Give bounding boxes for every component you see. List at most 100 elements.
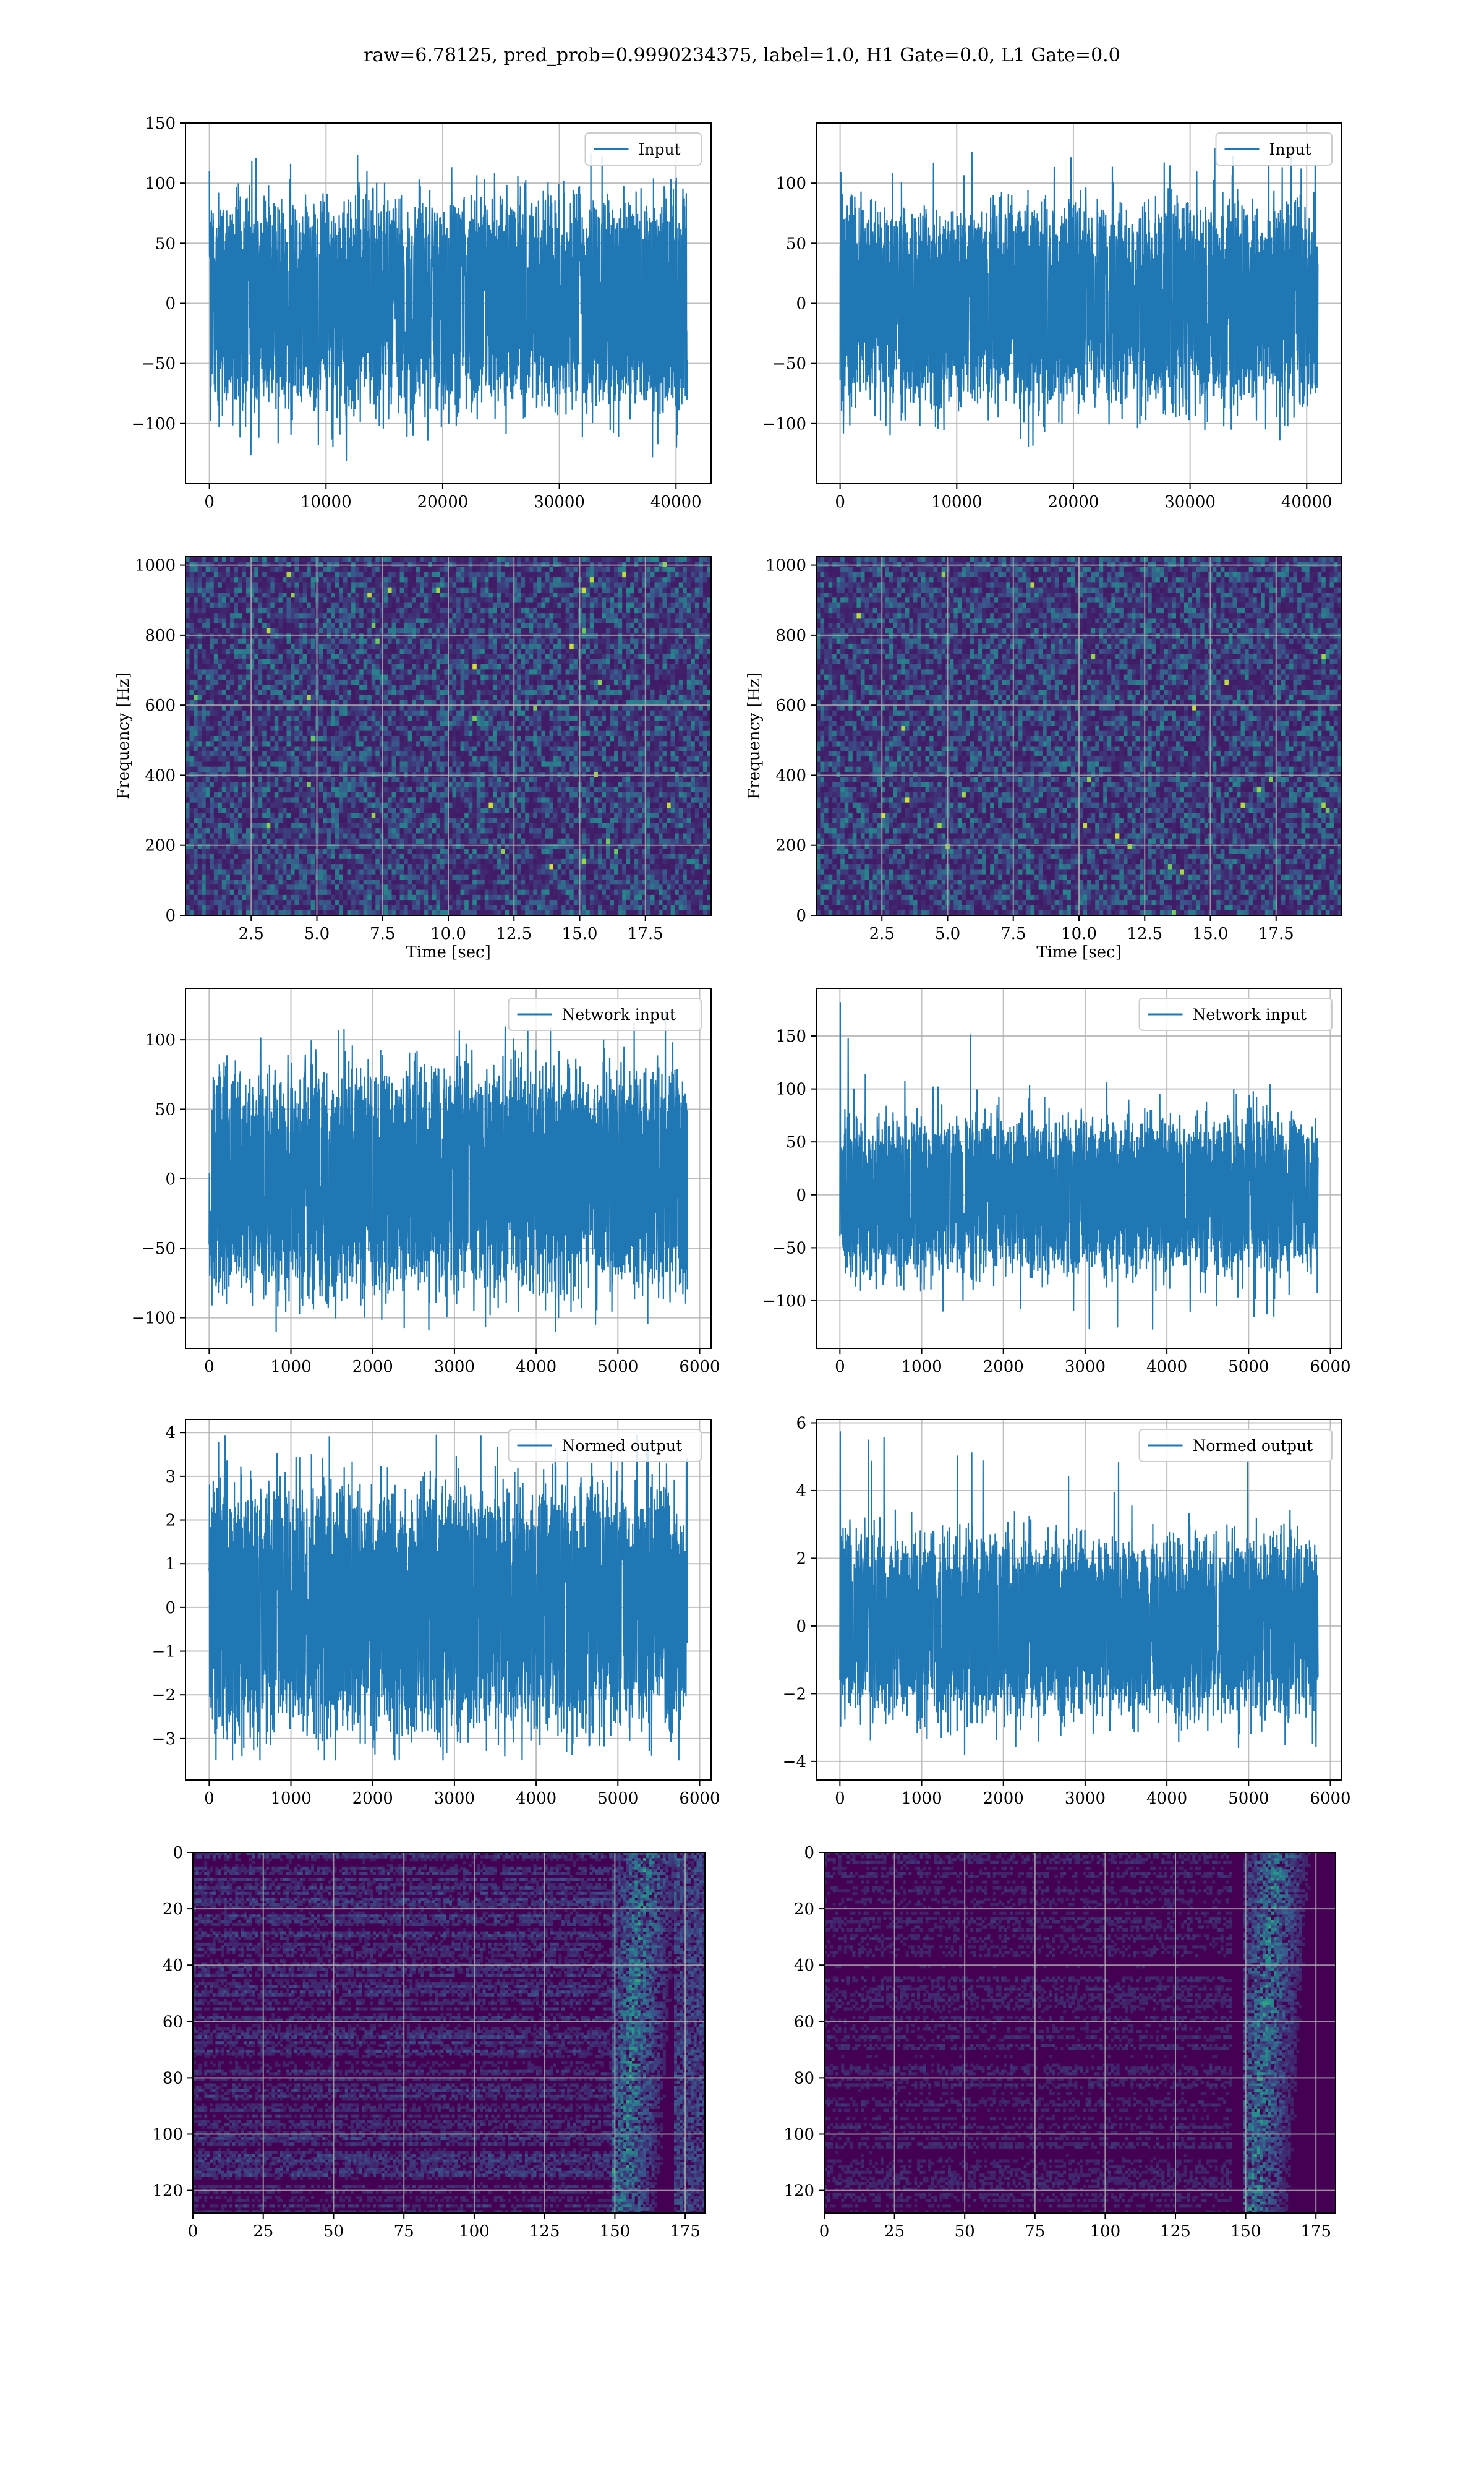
l1-input-ytick-label: 0 (796, 295, 806, 314)
h1-feature-map-ytick-label: 20 (163, 1900, 183, 1919)
l1-spectrogram-ytick-label: 0 (796, 907, 806, 925)
l1-normed-output-ytick-label: 4 (796, 1482, 806, 1500)
l1-network-input-ytick-label: −100 (762, 1292, 806, 1311)
h1-spectrogram-xtick-label: 17.5 (628, 925, 663, 943)
h1-spectrogram-ylabel: Frequency [Hz] (114, 672, 133, 800)
h1-normed-output-frame (185, 1419, 712, 1781)
l1-spectrogram-ytick-label: 400 (775, 766, 806, 785)
l1-normed-output-xtick-label: 0 (835, 1789, 845, 1808)
h1-spectrogram-xtick-label: 12.5 (496, 925, 532, 943)
l1-input-ytick-label: 100 (775, 174, 806, 193)
h1-feature-map-ytick-label: 80 (163, 2069, 183, 2087)
h1-normed-output-ytick-label: 3 (165, 1468, 176, 1486)
h1-network-input-ytick-label: −100 (132, 1309, 176, 1328)
h1-input-ytick-label: −100 (132, 415, 176, 434)
l1-normed-output-ytick-label: −2 (783, 1685, 806, 1703)
h1-normed-output-xtick-label: 0 (204, 1789, 215, 1808)
h1-network-input-ytick-label: −50 (142, 1239, 176, 1258)
h1-normed-output-xtick-label: 4000 (516, 1789, 556, 1808)
l1-feature-map-xtick-label: 150 (1230, 2222, 1261, 2241)
figure-suptitle: raw=6.78125, pred_prob=0.9990234375, lab… (0, 45, 1484, 66)
l1-network-input-ytick-label: 0 (796, 1186, 806, 1205)
h1-spectrogram-ytick-label: 200 (145, 837, 176, 855)
l1-input-series-line (839, 147, 1319, 447)
h1-network-input-series-line (208, 1010, 688, 1332)
l1-feature-map-ytick-label: 80 (794, 2069, 814, 2087)
l1-feature-map-ytick-label: 40 (794, 1956, 814, 1975)
l1-spectrogram-ytick-label: 1000 (765, 557, 806, 575)
l1-network-input-ytick-label: −50 (772, 1239, 806, 1257)
h1-network-input-ytick-label: 50 (155, 1100, 176, 1119)
l1-normed-output-xtick-label: 1000 (901, 1789, 942, 1808)
l1-feature-map-xtick-label: 125 (1160, 2222, 1191, 2241)
h1-input-xtick-label: 40000 (650, 493, 702, 511)
l1-normed-output: Normed output 0 1000 2000 3000 4000 5000 6000 −4… (783, 1414, 1351, 1808)
l1-network-input-frame (816, 988, 1342, 1349)
l1-feature-map-ytick-label: 100 (783, 2125, 814, 2144)
h1-normed-output: Normed output 0 1000 2000 3000 4000 5000 6000 −3… (152, 1419, 720, 1808)
h1-normed-output-xtick-label: 6000 (679, 1789, 720, 1808)
l1-spectrogram-xtick-label: 7.5 (1000, 925, 1026, 943)
l1-feature-map-xtick-label: 75 (1025, 2222, 1045, 2241)
h1-input-xtick-label: 30000 (534, 493, 585, 511)
h1-input: Input 0 10000 20000 30000 40000 −100 −50 0 50 100 1… (132, 114, 712, 511)
h1-input-ytick-label: 100 (145, 174, 176, 193)
h1-normed-output-ytick-label: 2 (165, 1512, 176, 1530)
l1-normed-output-ytick-label: 6 (796, 1414, 806, 1432)
l1-spectrogram-xtick-label: 17.5 (1258, 925, 1294, 943)
h1-input-legend (584, 132, 702, 166)
l1-normed-output-xtick-label: 3000 (1065, 1789, 1106, 1808)
h1-network-input-xtick-label: 4000 (516, 1358, 556, 1376)
h1-spectrogram-ytick-label: 400 (145, 766, 176, 785)
l1-input-xtick-label: 0 (835, 493, 845, 511)
l1-network-input-ytick-label: 100 (775, 1081, 806, 1099)
h1-spectrogram-ytick-label: 600 (145, 696, 176, 715)
h1-input-legend-label: Input (639, 140, 681, 158)
h1-normed-output-xtick-label: 2000 (352, 1789, 393, 1808)
l1-input-legend-label: Input (1269, 140, 1311, 158)
l1-normed-output-legend-label: Normed output (1193, 1437, 1313, 1455)
l1-input-xtick-label: 20000 (1048, 493, 1099, 511)
h1-spectrogram-xtick-label: 2.5 (239, 925, 264, 943)
h1-network-input-xtick-label: 5000 (597, 1358, 638, 1376)
h1-normed-output-ytick-label: 0 (165, 1599, 176, 1617)
h1-normed-output-ytick-label: 4 (165, 1424, 176, 1442)
l1-network-input-xtick-label: 2000 (983, 1358, 1024, 1376)
h1-network-input-xtick-label: 2000 (352, 1358, 393, 1376)
h1-feature-map-ytick-label: 60 (163, 2013, 183, 2031)
h1-feature-map-xtick-label: 100 (459, 2222, 490, 2241)
l1-network-input-xtick-label: 4000 (1146, 1358, 1187, 1376)
h1-network-input-xtick-label: 1000 (270, 1358, 311, 1376)
h1-input-ytick-label: 150 (145, 114, 176, 133)
h1-spectrogram-xtick-label: 7.5 (370, 925, 395, 943)
l1-spectrogram: 2.5 5.0 7.5 10.0 12.5 15.0 17.5 0 200 400 600 800 10… (745, 556, 1342, 962)
l1-network-input-series-line (839, 1002, 1319, 1330)
l1-spectrogram-ytick-label: 200 (775, 837, 806, 855)
h1-normed-output-xtick-label: 1000 (270, 1789, 311, 1808)
l1-feature-map-xtick-label: 25 (884, 2222, 905, 2241)
l1-input-ytick-label: 50 (786, 234, 806, 253)
h1-normed-output-ytick-label: 1 (165, 1555, 176, 1573)
l1-normed-output-ytick-label: −4 (783, 1753, 806, 1771)
h1-spectrogram-xtick-label: 5.0 (304, 925, 330, 943)
l1-input-ytick-label: −50 (772, 355, 806, 374)
l1-input-xtick-label: 40000 (1281, 493, 1333, 511)
h1-normed-output-xtick-label: 3000 (434, 1789, 475, 1808)
l1-feature-map-image (824, 1852, 1336, 2213)
h1-input-xtick-label: 0 (204, 493, 215, 511)
h1-spectrogram-ytick-label: 0 (165, 907, 176, 925)
l1-feature-map-ytick-label: 0 (804, 1844, 814, 1862)
l1-spectrogram-ylabel: Frequency [Hz] (745, 672, 764, 800)
h1-spectrogram-xtick-label: 10.0 (430, 925, 466, 943)
l1-normed-output-xtick-label: 4000 (1146, 1789, 1187, 1808)
l1-spectrogram-xlabel: Time [sec] (1036, 943, 1122, 962)
h1-network-input-legend-label: Network input (562, 1006, 676, 1024)
l1-feature-map-ytick-label: 120 (783, 2182, 814, 2201)
h1-network-input-ytick-label: 100 (145, 1031, 176, 1050)
l1-normed-output-ytick-label: 0 (796, 1617, 806, 1636)
l1-normed-output-xtick-label: 2000 (983, 1789, 1024, 1808)
h1-feature-map-ytick-label: 0 (173, 1844, 183, 1862)
h1-feature-map-ytick-label: 100 (152, 2125, 183, 2144)
